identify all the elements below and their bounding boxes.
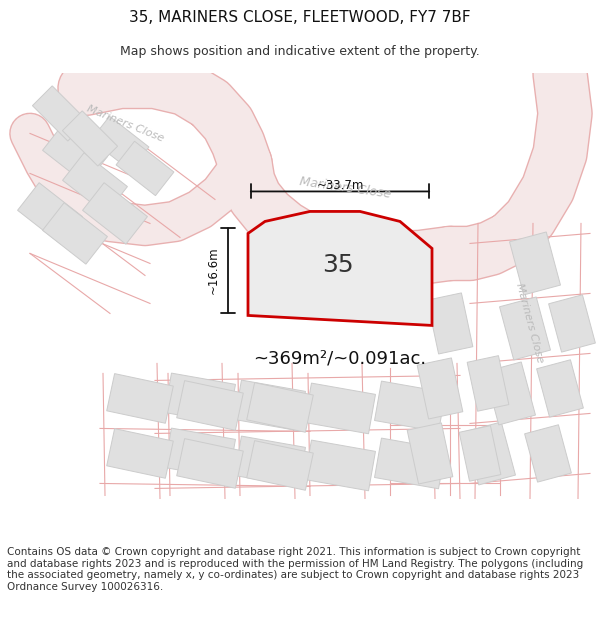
Polygon shape [247, 382, 313, 432]
Polygon shape [164, 428, 235, 479]
Polygon shape [500, 297, 550, 360]
Text: Mariners Close: Mariners Close [85, 103, 165, 144]
Polygon shape [235, 436, 305, 487]
Text: Mariners Close: Mariners Close [515, 282, 545, 364]
Polygon shape [116, 141, 174, 196]
Polygon shape [509, 232, 560, 295]
Polygon shape [548, 295, 595, 352]
Polygon shape [235, 380, 305, 431]
Polygon shape [407, 423, 453, 484]
Polygon shape [248, 211, 432, 326]
Polygon shape [305, 383, 376, 434]
Polygon shape [374, 381, 445, 432]
Text: 35: 35 [322, 254, 354, 278]
Text: Map shows position and indicative extent of the property.: Map shows position and indicative extent… [120, 45, 480, 58]
Polygon shape [464, 422, 515, 485]
Polygon shape [427, 293, 473, 354]
Text: ~16.6m: ~16.6m [207, 247, 220, 294]
Text: ~369m²/~0.091ac.: ~369m²/~0.091ac. [253, 349, 427, 368]
Polygon shape [485, 362, 535, 425]
Polygon shape [107, 429, 173, 478]
Polygon shape [467, 356, 509, 411]
Polygon shape [459, 426, 501, 481]
Polygon shape [91, 116, 149, 171]
Text: Contains OS data © Crown copyright and database right 2021. This information is : Contains OS data © Crown copyright and d… [7, 548, 583, 592]
Polygon shape [107, 374, 173, 423]
Polygon shape [43, 202, 107, 264]
Text: 35, MARINERS CLOSE, FLEETWOOD, FY7 7BF: 35, MARINERS CLOSE, FLEETWOOD, FY7 7BF [129, 11, 471, 26]
Polygon shape [417, 358, 463, 419]
Polygon shape [32, 86, 88, 141]
Polygon shape [305, 440, 376, 491]
Text: ~33.7m: ~33.7m [316, 179, 364, 192]
Polygon shape [62, 111, 118, 166]
Polygon shape [536, 360, 583, 417]
Polygon shape [374, 438, 445, 489]
Polygon shape [177, 381, 243, 430]
Polygon shape [247, 441, 313, 490]
Polygon shape [83, 182, 148, 244]
Polygon shape [17, 182, 82, 244]
Polygon shape [62, 152, 127, 214]
Polygon shape [177, 439, 243, 488]
Polygon shape [524, 425, 571, 482]
Polygon shape [164, 373, 235, 424]
Polygon shape [43, 122, 107, 184]
Text: Mariners Close: Mariners Close [298, 176, 392, 201]
